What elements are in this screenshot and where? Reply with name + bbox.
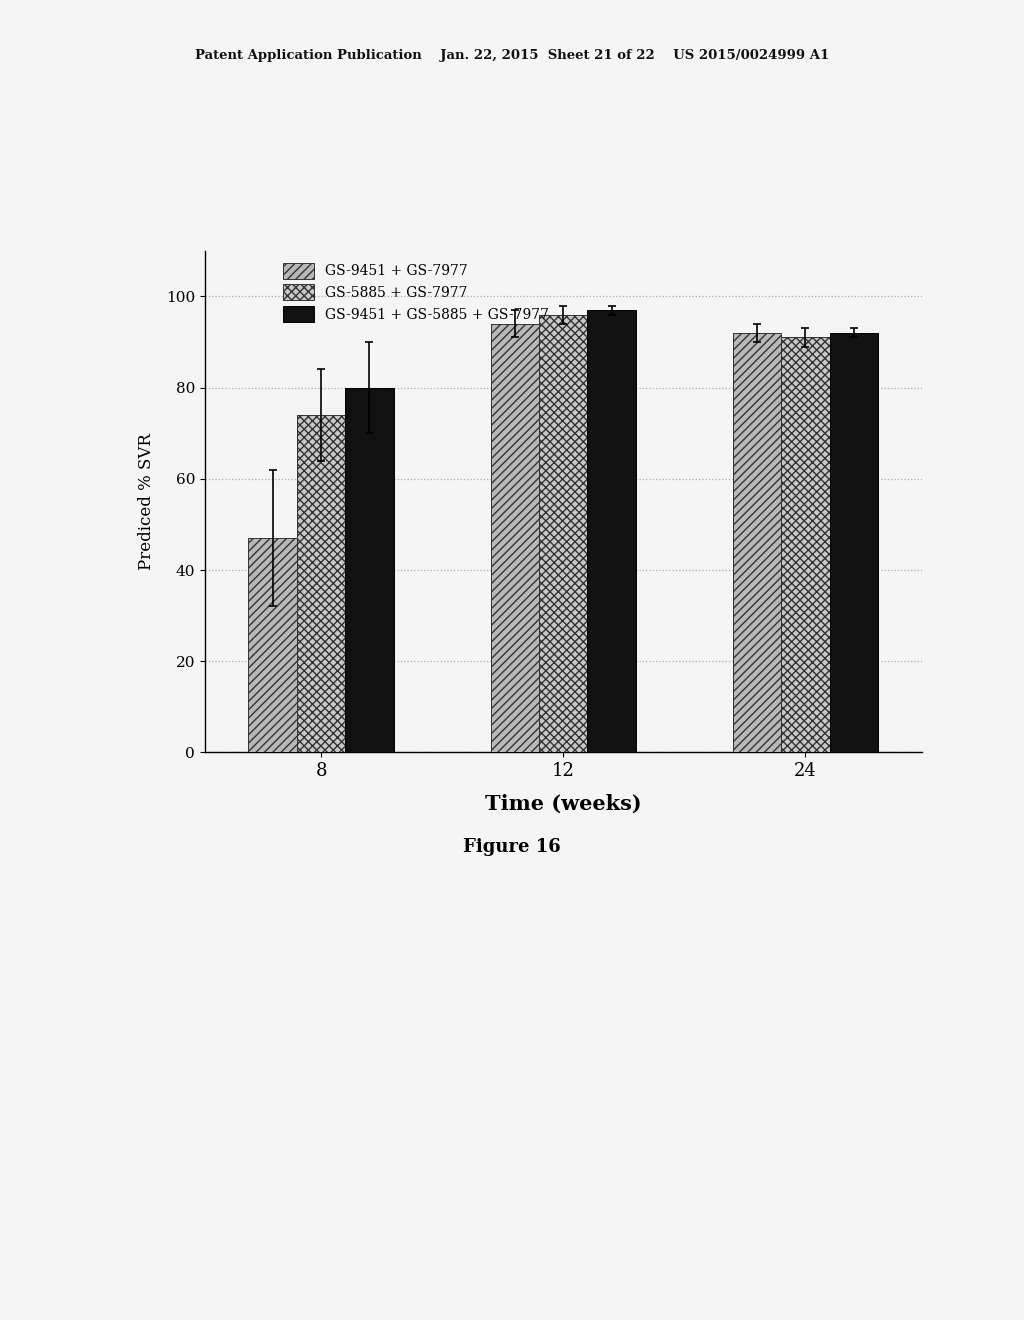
Legend: GS-9451 + GS-7977, GS-5885 + GS-7977, GS-9451 + GS-5885 + GS-7977: GS-9451 + GS-7977, GS-5885 + GS-7977, GS… bbox=[284, 263, 549, 322]
Bar bbox=[345, 388, 393, 752]
Y-axis label: Prediced % SVR: Prediced % SVR bbox=[137, 433, 155, 570]
Bar bbox=[490, 323, 539, 752]
Text: Figure 16: Figure 16 bbox=[463, 838, 561, 857]
Text: Patent Application Publication    Jan. 22, 2015  Sheet 21 of 22    US 2015/00249: Patent Application Publication Jan. 22, … bbox=[195, 49, 829, 62]
Bar bbox=[249, 539, 297, 752]
Bar bbox=[588, 310, 636, 752]
Bar bbox=[539, 314, 588, 752]
Bar bbox=[297, 414, 345, 752]
Bar bbox=[829, 333, 878, 752]
Bar bbox=[733, 333, 781, 752]
X-axis label: Time (weeks): Time (weeks) bbox=[485, 795, 641, 814]
Bar bbox=[781, 338, 829, 752]
